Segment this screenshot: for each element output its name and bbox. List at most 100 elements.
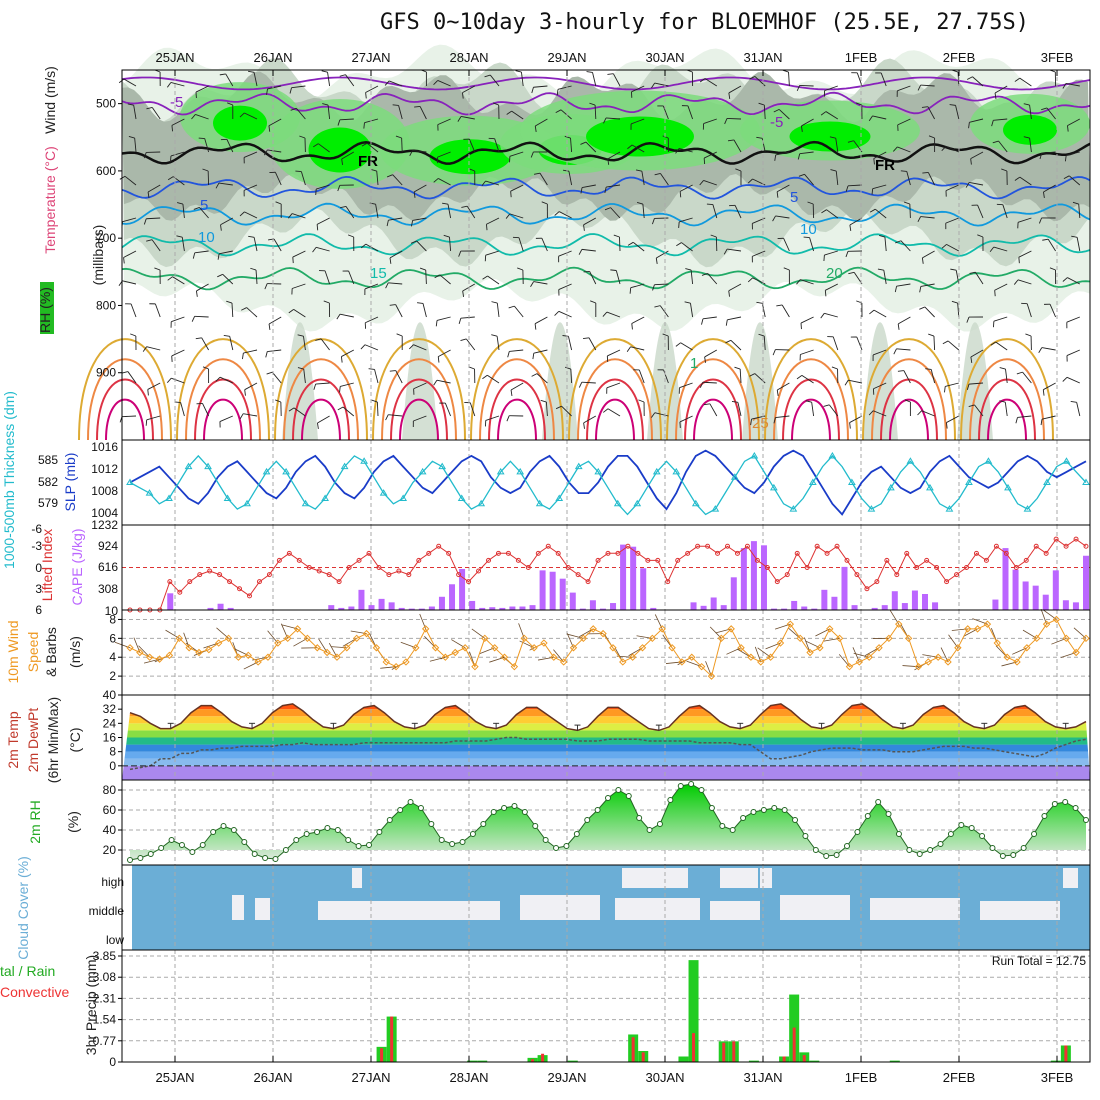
cape-bar (499, 607, 506, 610)
wind-barb-flag (263, 149, 268, 156)
wind-barb-flag (1049, 267, 1056, 271)
wind-speed-marker (1052, 615, 1061, 624)
wind-barb (154, 303, 161, 318)
wind-barb-flag (820, 111, 827, 116)
lifted-index-marker (884, 557, 890, 563)
wind-barb-flag (654, 173, 661, 176)
lifted-index-marker (1003, 550, 1009, 556)
rh-marker (927, 847, 934, 853)
wind-barb (728, 85, 742, 94)
rh-marker (303, 831, 310, 837)
run-total-label: Run Total = 12.75 (992, 954, 1087, 968)
wind-barb-flag (506, 415, 510, 422)
rh-marker (345, 837, 352, 843)
cape-bar (871, 607, 878, 610)
wind-barb-flag (942, 340, 949, 345)
wind-barb-flag (849, 224, 852, 231)
wind-barb (570, 138, 573, 153)
wind-speed-marker (895, 620, 903, 628)
wind-barb (1017, 279, 1032, 285)
surface-wind-barb (471, 628, 486, 639)
isotherm-arch (176, 338, 270, 441)
slp-tick-label: 1012 (91, 462, 118, 476)
wind-barb-flag (481, 180, 486, 187)
wind-barb-flag (323, 300, 330, 304)
wind-barb (196, 283, 209, 292)
wind-barb-flag (921, 257, 924, 264)
wind-barb (763, 105, 766, 120)
lifted-index-marker (854, 572, 860, 578)
wind-barb-flag (904, 201, 910, 205)
cape-tick-label: 10 (105, 604, 119, 618)
cape-bar (438, 596, 445, 610)
wind-barb-flag (339, 74, 346, 77)
wind-barb (606, 311, 621, 318)
wind-barb (612, 73, 621, 87)
wind-barb (194, 315, 209, 318)
wind-barb-flag (728, 290, 730, 297)
wind-barb-flag (968, 122, 970, 129)
wind-barb-flag (1023, 136, 1030, 139)
wind-barb (726, 118, 742, 120)
temp-colour-band (122, 737, 1090, 745)
lifted-index-marker (316, 568, 322, 574)
cape-tick-label: 308 (98, 582, 118, 596)
wind-barb-flag (676, 242, 682, 247)
wind-barb-flag (603, 117, 607, 124)
rh-marker (844, 843, 850, 849)
wind-barb-flag (191, 114, 196, 120)
y-tick-label: 500 (96, 97, 116, 111)
wind-barb-flag (1043, 191, 1045, 198)
wind-barb-flag (941, 146, 947, 152)
wind-speed-marker (481, 634, 489, 643)
isotherm-arch (301, 398, 341, 441)
wind-barb (1043, 382, 1056, 391)
y-tick-label: 3.08 (93, 970, 117, 984)
wind-barb (218, 182, 233, 186)
rh-marker (168, 837, 175, 843)
wind-barb (969, 118, 984, 123)
thickness-marker (926, 483, 934, 491)
isotherm-line (121, 175, 1091, 200)
wind-barb (679, 415, 693, 423)
wind-barb-flag (177, 202, 184, 205)
rh-marker (698, 787, 705, 793)
isotherm-arch (399, 398, 439, 441)
wind-barb (422, 303, 427, 318)
wind-barb-flag (365, 92, 367, 99)
lifted-index-marker (715, 550, 721, 556)
wind-barb (170, 82, 185, 87)
rh-axis-label: 2m RH (27, 800, 43, 844)
lifted-index-marker (635, 550, 641, 556)
y-tick-label: 2.31 (93, 991, 117, 1005)
wind-barb (535, 118, 548, 127)
temp-axis-label-2: 2m DewPt (25, 708, 41, 773)
cape-bar (992, 599, 999, 610)
rh-marker (386, 817, 393, 823)
thickness-line (129, 454, 1087, 516)
cape-bar (932, 602, 939, 610)
isotherm-label: 5 (200, 197, 208, 214)
wind-barb (775, 151, 790, 156)
wind-speed-marker (707, 672, 716, 680)
wind-barb-flag (506, 110, 512, 115)
y-tick-label: 8 (109, 745, 116, 759)
wind-barb-flag (299, 135, 306, 139)
wind-barb (300, 171, 306, 186)
wind-barb-flag (217, 273, 223, 278)
wind-barb (253, 237, 258, 252)
wind-speed-marker (678, 658, 686, 666)
temp-colour-band (122, 695, 1090, 702)
wind-barb-flag (239, 413, 244, 420)
wind-barb (151, 107, 161, 120)
lifted-index-marker (595, 557, 601, 563)
wind-barb (703, 179, 717, 186)
rh-marker (833, 852, 840, 858)
surface-wind-barb (424, 636, 436, 649)
cape-bar (408, 608, 415, 610)
wind-axis-label-3: & Barbs (43, 627, 59, 677)
wind-barb-flag (796, 279, 801, 285)
wind-barb (511, 110, 524, 120)
lifted-index-marker (187, 579, 193, 585)
wind-barb (788, 71, 790, 87)
